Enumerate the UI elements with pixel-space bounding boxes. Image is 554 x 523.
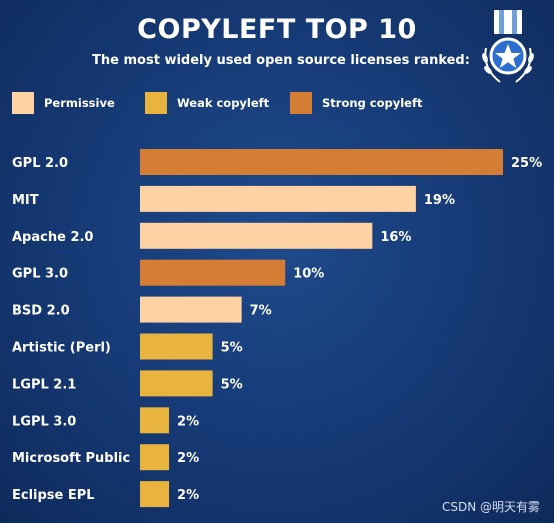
category-label: LGPL 3.0	[12, 414, 76, 429]
legend: Permissive Weak copyleft Strong copyleft	[0, 92, 554, 116]
bar	[140, 407, 170, 434]
chart-title: COPYLEFT TOP 10	[137, 14, 417, 45]
category-label: Microsoft Public	[12, 451, 130, 466]
bar	[140, 444, 170, 471]
legend-label-weak-copyleft: Weak copyleft	[177, 96, 270, 110]
bar	[140, 481, 170, 508]
bar	[140, 222, 373, 249]
category-label: Apache 2.0	[12, 230, 93, 245]
bar	[140, 333, 213, 360]
legend-label-strong-copyleft: Strong copyleft	[322, 96, 423, 110]
legend-label-permissive: Permissive	[44, 96, 115, 110]
category-label: Eclipse EPL	[12, 488, 95, 503]
value-label: 5%	[221, 341, 243, 356]
value-label: 7%	[250, 304, 272, 319]
value-label: 10%	[293, 267, 324, 282]
value-label: 25%	[511, 156, 542, 171]
legend-item-strong-copyleft: Strong copyleft	[290, 92, 422, 114]
bar	[140, 296, 242, 323]
value-label: 2%	[177, 488, 199, 503]
value-label: 16%	[380, 230, 411, 245]
chart-subtitle: The most widely used open source license…	[92, 53, 470, 68]
bar	[140, 259, 286, 286]
legend-item-weak-copyleft: Weak copyleft	[145, 92, 269, 114]
bar	[140, 149, 503, 175]
category-label: Artistic (Perl)	[12, 341, 111, 356]
category-label: MIT	[12, 193, 39, 208]
watermark: CSDN @明天有雾	[441, 500, 540, 514]
value-label: 19%	[424, 193, 455, 208]
legend-item-permissive: Permissive	[12, 92, 115, 114]
medal-icon	[482, 10, 534, 83]
value-label: 2%	[177, 451, 199, 466]
legend-swatch-permissive	[12, 92, 34, 114]
category-label: GPL 2.0	[12, 156, 68, 171]
legend-swatch-weak-copyleft	[145, 92, 167, 114]
value-label: 5%	[221, 377, 243, 392]
category-label: LGPL 2.1	[12, 377, 76, 392]
bar	[140, 185, 416, 212]
bar	[140, 370, 213, 397]
value-label: 2%	[177, 414, 199, 429]
category-label: BSD 2.0	[12, 304, 70, 319]
category-label: GPL 3.0	[12, 267, 68, 282]
legend-swatch-strong-copyleft	[290, 92, 312, 114]
